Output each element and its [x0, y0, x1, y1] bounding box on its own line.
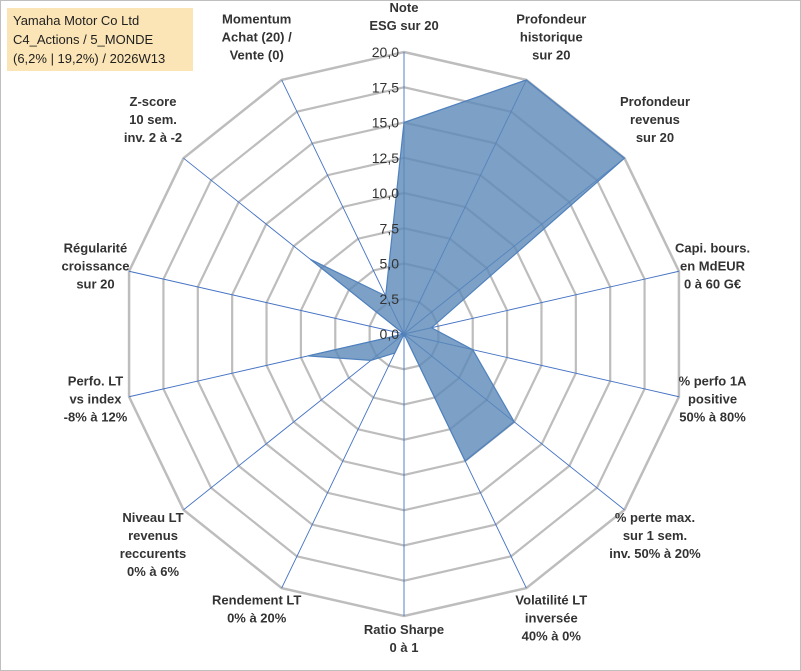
axis-label-line: sur 1 sem. [623, 528, 687, 543]
axis-label-line: 0 à 1 [390, 640, 419, 655]
axis-label-line: sur 20 [76, 277, 114, 292]
tick-layer: 0,0 2,5 5,0 7,5 10,0 12,5 15,0 17,5 20,0 [372, 44, 399, 342]
axis-label-line: Niveau LT [122, 510, 183, 525]
axis-label-line: 10 sem. [129, 112, 177, 127]
series-layer [307, 79, 626, 462]
radial-tick-label: 0,0 [380, 326, 400, 342]
axis-label-line: Volatilité LT [515, 592, 587, 607]
axis-label: Profondeur revenus sur 20 [620, 94, 690, 145]
axis-label-line: croissance [62, 259, 130, 274]
axis-label-line: Momentum [222, 12, 291, 27]
axis-label-line: sur 20 [636, 130, 674, 145]
axis-spoke [128, 270, 405, 335]
radial-tick-label: 20,0 [372, 44, 399, 60]
axis-label-line: Achat (20) / [222, 30, 292, 45]
axis-label-line: inv. 2 à -2 [124, 130, 182, 145]
axis-label-line: Z-score [130, 94, 177, 109]
axis-label: % perte max. sur 1 sem. inv. 50% à 20% [609, 510, 701, 561]
axis-label-line: sur 20 [532, 48, 570, 63]
axis-label-layer: Note ESG sur 20 Profondeur historique sur 20… [62, 0, 751, 655]
radial-tick-label: 10,0 [372, 185, 399, 201]
axis-label: Capi. bours. en MdEUR 0 à 60 G€ [675, 241, 750, 292]
axis-label-line: en MdEUR [680, 259, 746, 274]
radial-tick-label: 15,0 [372, 115, 399, 131]
axis-label-line: 40% à 0% [522, 628, 582, 643]
radial-tick-label: 12,5 [372, 150, 399, 166]
data-series-area [307, 79, 626, 462]
axis-label-line: Capi. bours. [675, 241, 750, 256]
axis-label-line: inversée [525, 610, 578, 625]
title-line-1: Yamaha Motor Co Ltd [13, 13, 140, 28]
axis-label-line: vs index [69, 391, 122, 406]
axis-label: Régularité croissance sur 20 [62, 241, 130, 292]
axis-spoke [281, 333, 405, 589]
axis-label-line: reccurents [120, 546, 186, 561]
axis-label-line: 0% à 20% [227, 610, 287, 625]
chart-title-box: Yamaha Motor Co Ltd C4_Actions / 5_MONDE… [7, 8, 193, 71]
axis-label-line: historique [520, 30, 583, 45]
axis-label-line: Régularité [64, 241, 128, 256]
axis-label: Note ESG sur 20 [369, 0, 438, 33]
axis-label-line: Ratio Sharpe [364, 622, 444, 637]
radial-tick-label: 2,5 [380, 291, 400, 307]
axis-spoke [183, 333, 405, 511]
axis-label-line: ESG sur 20 [369, 18, 438, 33]
axis-label-line: 0% à 6% [127, 564, 179, 579]
axis-label: Profondeur historique sur 20 [516, 12, 586, 63]
title-line-3: (6,2% | 19,2%) / 2026W13 [13, 51, 166, 66]
axis-label-line: % perte max. [615, 510, 695, 525]
radial-tick-label: 5,0 [380, 256, 400, 272]
axis-spoke [403, 270, 680, 335]
axis-label-line: positive [688, 391, 737, 406]
axis-label-line: revenus [128, 528, 178, 543]
axis-label-line: % perfo 1A [679, 373, 748, 388]
axis-label-line: Profondeur [516, 12, 586, 27]
axis-label-line: 0 à 60 G€ [684, 277, 741, 292]
axis-label-line: 50% à 80% [679, 409, 746, 424]
axis-label-line: Rendement LT [212, 592, 301, 607]
axis-spoke [281, 79, 405, 335]
axis-label: Ratio Sharpe 0 à 1 [364, 622, 444, 655]
axis-label-line: Profondeur [620, 94, 690, 109]
axis-label-line: revenus [630, 112, 680, 127]
axis-label: Volatilité LT inversée 40% à 0% [515, 592, 587, 643]
axis-label: Momentum Achat (20) / Vente (0) [222, 12, 292, 63]
axis-label: Perfo. LT vs index -8% à 12% [64, 373, 128, 424]
axis-label: Z-score 10 sem. inv. 2 à -2 [124, 94, 182, 145]
axis-label-line: inv. 50% à 20% [609, 546, 701, 561]
axis-label: Niveau LT revenus reccurents 0% à 6% [120, 510, 186, 579]
axis-label-line: Vente (0) [230, 48, 284, 63]
axis-label-line: Note [390, 0, 419, 15]
title-line-2: C4_Actions / 5_MONDE [13, 32, 154, 47]
axis-label-line: -8% à 12% [64, 409, 128, 424]
axis-label: % perfo 1A positive 50% à 80% [679, 373, 748, 424]
radial-tick-label: 17,5 [372, 79, 399, 95]
radial-tick-label: 7,5 [380, 220, 400, 236]
axis-label: Rendement LT 0% à 20% [212, 592, 301, 625]
axis-label-line: Perfo. LT [68, 373, 123, 388]
